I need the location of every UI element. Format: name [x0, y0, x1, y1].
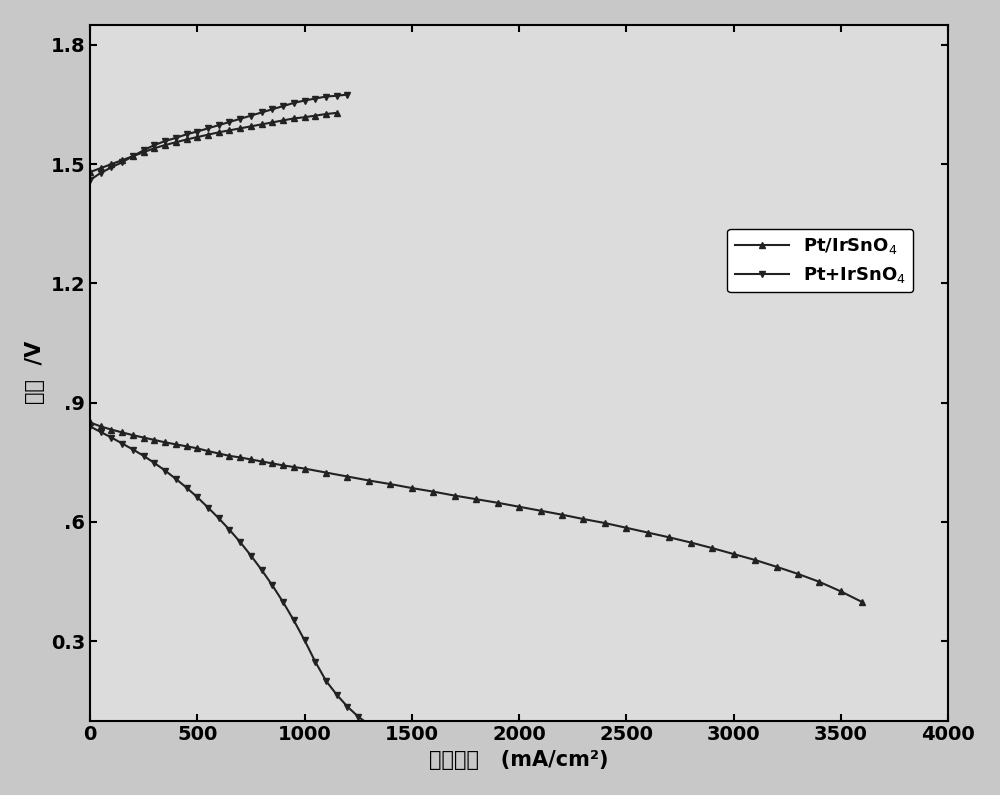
X-axis label: 电流密度   (mA/cm²): 电流密度 (mA/cm²) — [429, 750, 609, 770]
Y-axis label: 电压  /V: 电压 /V — [25, 341, 45, 405]
Legend: Pt/IrSnO$_4$, Pt+IrSnO$_4$: Pt/IrSnO$_4$, Pt+IrSnO$_4$ — [727, 229, 913, 293]
